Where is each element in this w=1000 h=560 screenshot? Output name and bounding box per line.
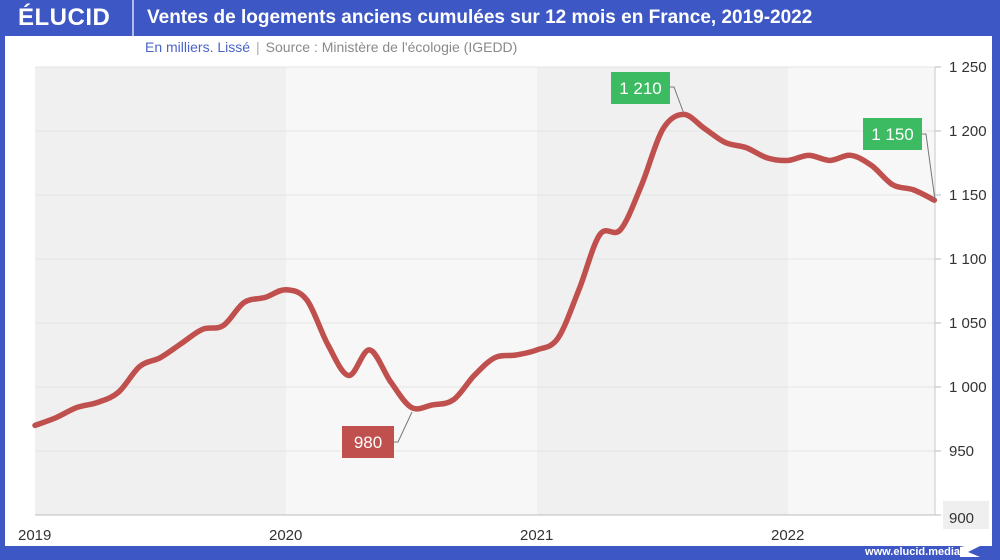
- subtitle-separator: |: [256, 39, 260, 55]
- annotation-box: [863, 118, 922, 150]
- x-tick-label: 2019: [18, 527, 51, 544]
- y-min-label-bg: [943, 501, 989, 529]
- y-tick-label: 1 200: [949, 123, 987, 140]
- x-tick-label: 2022: [771, 527, 804, 544]
- y-tick-label: 1 050: [949, 315, 987, 332]
- y-tick-label: 1 100: [949, 251, 987, 268]
- chart-subtitle: En milliers. Lissé | Source : Ministère de…: [145, 39, 517, 55]
- series-layer: [32, 111, 938, 429]
- y-tick-label: 1 250: [949, 59, 987, 76]
- annotation-label: 1 150: [871, 125, 914, 144]
- chart-title: Ventes de logements anciens cumulées sur…: [147, 7, 813, 28]
- subtitle-unit: En milliers. Lissé: [145, 39, 251, 55]
- grid-lines: [35, 66, 935, 452]
- footer-url[interactable]: www.elucid.media: [865, 546, 960, 558]
- year-band-2020: [286, 67, 537, 515]
- axes: 900 950 1 000 1 050 1 100 1 150 1 200 1 250 2019…: [18, 59, 989, 544]
- header-divider: [132, 0, 134, 36]
- elucid-logo: ÉLUCID: [18, 4, 111, 31]
- annotation-leader: [394, 411, 413, 443]
- annotation-leader: [670, 86, 685, 115]
- annotation-label: 1 210: [619, 79, 662, 98]
- annotation-leader: [922, 133, 936, 201]
- header-bar: ÉLUCID Ventes de logements anciens cumul…: [0, 0, 1000, 36]
- y-tick-label: 1 000: [949, 379, 987, 396]
- annotations-layer: 980 1 210 1 150: [342, 72, 936, 458]
- year-band-2019: [35, 67, 286, 515]
- x-tick-label: 2020: [269, 527, 302, 544]
- series-line-0: [32, 111, 938, 429]
- elucid-flag-icon: [960, 543, 980, 557]
- annotation-label: 980: [354, 433, 382, 452]
- x-tick-label: 2021: [520, 527, 553, 544]
- annotation-box: [611, 72, 670, 104]
- y-tick-label: 950: [949, 443, 974, 460]
- y-tick-label: 1 150: [949, 187, 987, 204]
- y-tick-label: 900: [949, 510, 974, 527]
- annotation-box: [342, 426, 394, 458]
- subtitle-source: Source : Ministère de l'écologie (IGEDD): [265, 39, 518, 55]
- year-bands: [35, 67, 935, 515]
